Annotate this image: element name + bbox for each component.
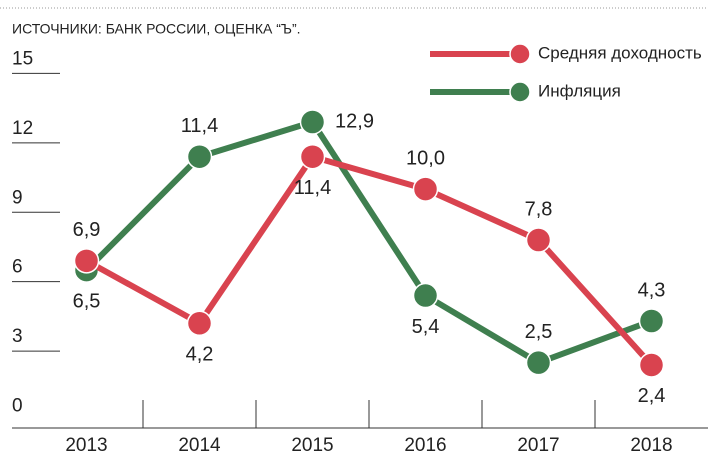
y-tick-label: 6 bbox=[12, 257, 23, 278]
x-tick-label: 2017 bbox=[517, 435, 559, 456]
y-tick-label: 0 bbox=[12, 396, 23, 417]
y-tick-label: 12 bbox=[12, 118, 33, 139]
x-tick-label: 2014 bbox=[178, 435, 221, 456]
point bbox=[412, 176, 439, 202]
source: ИСТОЧНИКИ: БАНК РОССИИ, ОЦЕНКА “Ъ”. bbox=[12, 21, 301, 37]
data-label: 6,5 bbox=[73, 290, 101, 312]
point bbox=[299, 109, 326, 135]
point bbox=[299, 143, 326, 170]
legend-label: Средняя доходность bbox=[538, 43, 702, 62]
x-tick-label: 2018 bbox=[630, 435, 672, 456]
data-label: 4,3 bbox=[638, 279, 666, 301]
point bbox=[412, 282, 439, 309]
point bbox=[525, 227, 552, 253]
point bbox=[638, 308, 665, 334]
x-tick-label: 2013 bbox=[65, 435, 107, 456]
data-label: 4,2 bbox=[186, 344, 214, 366]
data-label: 11,4 bbox=[181, 115, 218, 137]
legend-label: Инфляция bbox=[538, 81, 621, 100]
point bbox=[638, 352, 665, 378]
data-label: 2,4 bbox=[638, 385, 666, 407]
data-label: 10,0 bbox=[406, 147, 445, 169]
data-label: 11,4 bbox=[294, 177, 331, 199]
legend-dot bbox=[509, 43, 531, 65]
x-tick-label: 2016 bbox=[404, 435, 446, 456]
data-label: 12,9 bbox=[335, 110, 374, 132]
data-label: 6,9 bbox=[73, 219, 101, 241]
y-tick-label: 15 bbox=[12, 48, 33, 69]
data-label: 7,8 bbox=[525, 198, 553, 220]
point bbox=[186, 310, 213, 337]
data-label: 5,4 bbox=[412, 316, 440, 338]
legend-dot bbox=[509, 81, 531, 103]
point bbox=[73, 248, 100, 274]
y-tick-label: 3 bbox=[12, 326, 23, 347]
point bbox=[525, 349, 552, 376]
x-tick-label: 2015 bbox=[291, 435, 333, 456]
y-tick-label: 9 bbox=[12, 187, 23, 208]
series-line bbox=[85, 153, 654, 367]
point bbox=[186, 143, 213, 170]
data-label: 2,5 bbox=[525, 321, 553, 343]
series-line bbox=[84, 118, 653, 366]
